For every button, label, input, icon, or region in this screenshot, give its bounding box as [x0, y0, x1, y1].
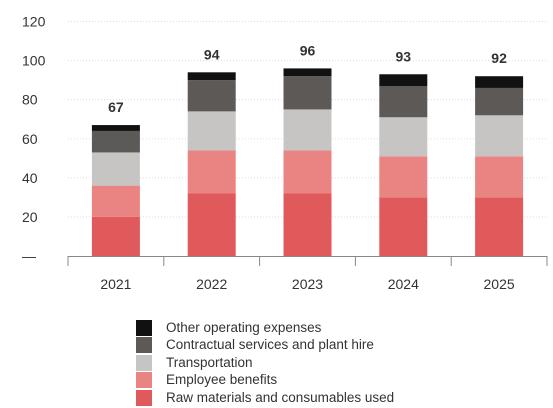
y-tick-label: 60: [22, 131, 38, 147]
bar-segment: [91, 216, 140, 256]
bar-segment: [475, 115, 524, 157]
legend-item: Contractual services and plant hire: [136, 337, 394, 355]
bar-segment: [475, 87, 524, 116]
x-tick-label: 2024: [388, 276, 419, 292]
x-tick-label: 2022: [196, 276, 227, 292]
legend-swatch: [136, 354, 152, 371]
bar-segment: [379, 74, 428, 86]
bar-segment: [187, 150, 236, 194]
bar-segment: [91, 130, 140, 153]
bar-segment: [475, 156, 524, 198]
legend-item: Transportation: [136, 354, 394, 372]
legend-swatch: [136, 337, 152, 354]
y-tick-label: 40: [22, 170, 38, 186]
legend-item: Employee benefits: [136, 372, 394, 390]
bar-segment: [187, 193, 236, 256]
bar-segment: [379, 85, 428, 118]
x-axis: 2021 2022 2023 2024 2025: [67, 256, 548, 292]
total-label: 67: [108, 99, 124, 115]
legend-label: Employee benefits: [166, 372, 278, 388]
total-label: 94: [204, 46, 220, 62]
legend: Other operating expenses Contractual serv…: [136, 319, 394, 407]
x-tick-label: 2023: [292, 276, 323, 292]
bar-segment: [91, 185, 140, 217]
bar-segment: [283, 76, 332, 110]
bar-segment: [475, 197, 524, 256]
bar-segment: [283, 109, 332, 151]
legend-swatch: [136, 389, 152, 406]
y-tick-label: 120: [22, 14, 46, 30]
bar-segment: [475, 76, 524, 88]
bar-segment: [187, 111, 236, 151]
gridlines: [68, 21, 547, 218]
bar-segment: [283, 150, 332, 194]
bars: [91, 68, 524, 256]
y-tick-label: 100: [22, 53, 46, 69]
y-tick-label: 20: [22, 209, 38, 225]
total-label: 96: [300, 42, 316, 58]
legend-label: Raw materials and consumables used: [166, 389, 395, 405]
bar-segment: [379, 197, 428, 256]
x-tick-label: 2021: [100, 276, 131, 292]
legend-item: Other operating expenses: [136, 319, 394, 337]
total-label: 93: [396, 48, 412, 64]
legend-label: Transportation: [166, 354, 253, 370]
bar-segment: [283, 193, 332, 256]
legend-label: Contractual services and plant hire: [166, 337, 374, 353]
bar-segment: [283, 68, 332, 77]
total-labels: 67 94 96 93 92: [108, 42, 507, 115]
bar-segment: [91, 152, 140, 186]
bar-segment: [91, 125, 140, 131]
bar-segment: [379, 156, 428, 198]
total-label: 92: [491, 50, 507, 66]
bar-segment: [379, 117, 428, 157]
legend-swatch: [136, 319, 152, 336]
legend-item: Raw materials and consumables used: [136, 389, 394, 407]
y-tick-label: 80: [22, 92, 38, 108]
bar-segment: [187, 80, 236, 112]
x-tick-label: 2025: [484, 276, 515, 292]
legend-label: Other operating expenses: [166, 319, 322, 335]
y-axis: — 20 40 60 80 100 120: [22, 14, 46, 265]
legend-swatch: [136, 372, 152, 389]
bar-segment: [187, 72, 236, 81]
y-tick-label: —: [22, 248, 36, 264]
